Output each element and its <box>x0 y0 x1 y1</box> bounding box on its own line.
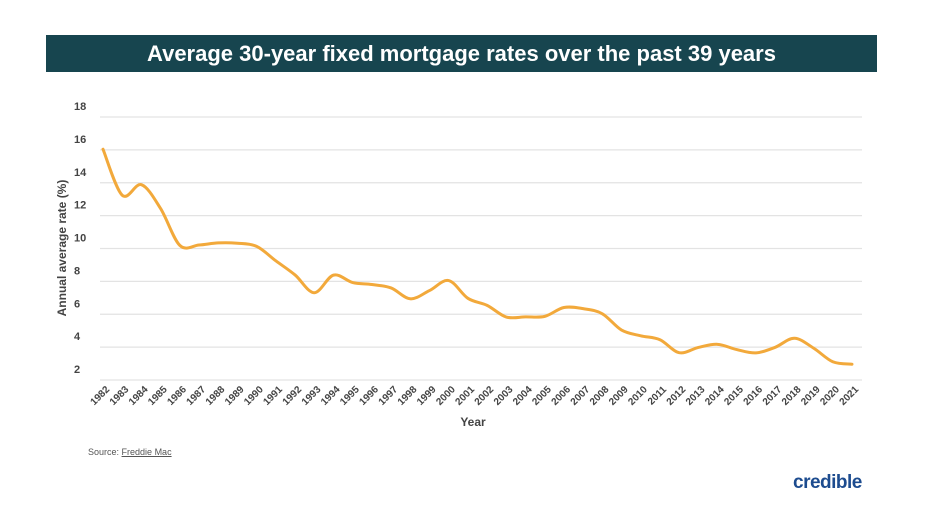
x-tick-label: 2019 <box>799 384 823 408</box>
x-tick-label: 1989 <box>223 384 247 408</box>
x-tick-label: 2005 <box>530 384 554 408</box>
x-tick-label: 1998 <box>396 384 420 408</box>
credible-logo: credible <box>793 472 862 493</box>
x-axis-label: Year <box>460 415 486 429</box>
x-tick-label: 1997 <box>377 384 401 408</box>
x-tick-label: 2007 <box>569 384 593 408</box>
y-tick-label: 14 <box>74 167 87 179</box>
x-tick-label: 2009 <box>607 384 631 408</box>
rate-line <box>101 147 854 366</box>
x-tick-label: 2016 <box>742 384 766 408</box>
x-tick-label: 1984 <box>127 384 151 408</box>
x-tick-label: 2001 <box>454 384 478 408</box>
x-tick-label: 2008 <box>588 384 612 408</box>
x-tick-label: 1999 <box>415 384 439 408</box>
x-tick-label: 1993 <box>300 384 324 408</box>
x-tick-label: 2012 <box>665 384 689 408</box>
x-tick-label: 1987 <box>185 384 209 408</box>
x-tick-label: 2004 <box>511 384 535 408</box>
x-tick-label: 1986 <box>165 384 189 408</box>
x-tick-label: 2017 <box>761 384 785 408</box>
y-tick-label: 16 <box>74 134 86 146</box>
x-tick-label: 2021 <box>838 384 862 408</box>
source-note: Source: Freddie Mac <box>88 447 172 457</box>
x-tick-label: 1983 <box>108 384 132 408</box>
y-tick-label: 12 <box>74 200 86 212</box>
x-tick-label: 2013 <box>684 384 708 408</box>
chart-title: Average 30-year fixed mortgage rates ove… <box>46 35 877 72</box>
x-tick-label: 1995 <box>338 384 362 408</box>
x-tick-label: 2011 <box>646 384 669 407</box>
x-tick-label: 2018 <box>780 384 804 408</box>
x-tick-label: 2010 <box>626 384 650 408</box>
x-tick-label: 2014 <box>703 384 727 408</box>
x-tick-label: 1994 <box>319 384 343 408</box>
x-tick-label: 1996 <box>357 384 381 408</box>
y-axis-label: Annual average rate (%) <box>55 180 69 317</box>
y-tick-label: 2 <box>74 364 80 376</box>
x-tick-label: 2006 <box>550 384 574 408</box>
y-tick-label: 10 <box>74 233 86 245</box>
x-tick-label: 1990 <box>242 384 266 408</box>
x-tick-label: 2002 <box>473 384 497 408</box>
x-tick-label: 2020 <box>818 384 842 408</box>
y-tick-label: 6 <box>74 298 80 310</box>
x-tick-label: 2015 <box>722 384 746 408</box>
x-tick-label: 1982 <box>89 384 113 408</box>
x-tick-label: 1985 <box>146 384 170 408</box>
x-tick-label: 2000 <box>434 384 458 408</box>
y-tick-label: 18 <box>74 101 86 113</box>
source-link[interactable]: Freddie Mac <box>121 447 172 457</box>
y-tick-label: 4 <box>74 331 81 343</box>
x-tick-label: 1992 <box>281 384 305 408</box>
x-tick-label: 2003 <box>492 384 516 408</box>
source-label: Source: <box>88 447 120 457</box>
x-tick-label: 1988 <box>204 384 228 408</box>
y-tick-label: 8 <box>74 265 80 277</box>
x-tick-label: 1991 <box>261 384 285 408</box>
